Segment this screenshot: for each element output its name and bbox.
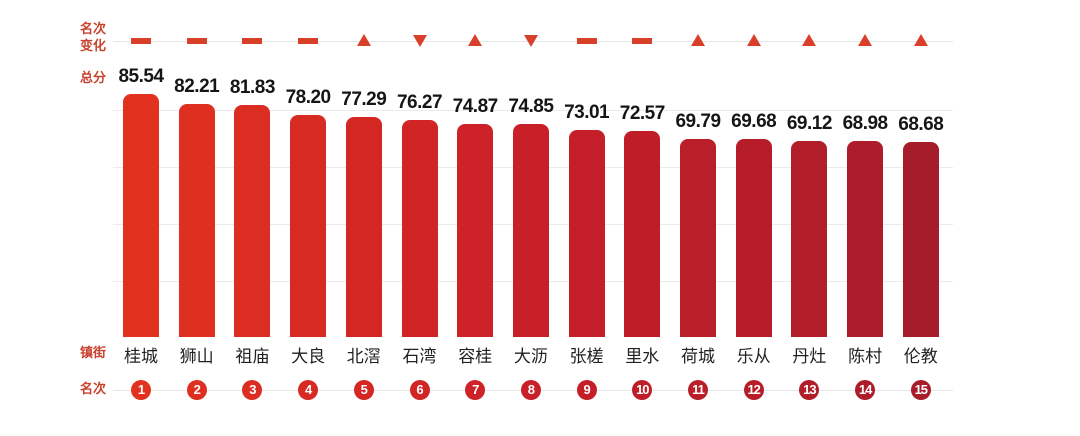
bar-value-label: 69.12 [786, 112, 833, 134]
town-name: 伦教 [903, 347, 938, 367]
bar [568, 129, 605, 337]
town-name: 北滘 [346, 347, 381, 367]
bar-value-label: 74.85 [508, 96, 554, 118]
rank-badge: 12 [743, 380, 764, 400]
bar [902, 141, 939, 337]
bar-value-label: 69.79 [675, 110, 721, 132]
town-name: 石湾 [402, 347, 437, 367]
bar-value-label: 82.21 [174, 75, 220, 97]
bar-value-label: 76.27 [396, 92, 443, 114]
rank-change-flat-icon [131, 34, 151, 48]
town-name: 乐从 [736, 347, 771, 367]
rank-label: 名次 [79, 382, 106, 397]
bar [345, 117, 382, 337]
rank-change-flat-icon [242, 34, 263, 48]
rank-change-up-icon [354, 34, 374, 48]
rank-badge: 2 [186, 380, 207, 400]
bar-value-label: 68.68 [898, 113, 944, 135]
bar [123, 94, 159, 337]
rank-badge: 13 [799, 380, 820, 400]
bar [735, 139, 772, 337]
rank-badge: 10 [632, 380, 653, 400]
rank-change-flat-icon [186, 34, 207, 48]
rank-badge: 15 [910, 380, 931, 400]
bar [624, 130, 661, 337]
bar [457, 124, 494, 337]
bar-value-label: 85.54 [118, 66, 164, 88]
rank-change-down-icon [521, 34, 541, 48]
rank-badge: 5 [353, 380, 374, 400]
rank-change-flat-icon [576, 34, 597, 48]
rank-change-label-line1: 名次 [79, 22, 106, 37]
bar [290, 114, 327, 337]
bar-value-label: 77.29 [341, 89, 387, 111]
bar [791, 140, 828, 337]
rank-badge: 11 [688, 380, 708, 400]
bar [847, 141, 884, 337]
total-score-label: 总分 [79, 71, 106, 86]
rank-change-label: 名次 变化 [78, 21, 108, 55]
town-name: 大良 [291, 347, 326, 367]
rank-badge: 9 [576, 380, 597, 400]
rank-badge: 4 [298, 380, 319, 400]
bar-value-label: 68.98 [842, 113, 889, 135]
bar [401, 120, 438, 337]
town-name: 荷城 [681, 347, 715, 367]
town-name: 桂城 [124, 347, 158, 367]
town-name: 丹灶 [792, 347, 827, 367]
gridline [113, 110, 953, 111]
rank-badge: 6 [409, 380, 430, 400]
bar [234, 104, 271, 337]
town-label: 镇街 [79, 346, 106, 361]
town-name: 狮山 [179, 347, 214, 367]
rank-change-down-icon [410, 34, 430, 48]
town-name: 里水 [625, 347, 660, 367]
rank-badge: 3 [242, 380, 263, 400]
bar-value-label: 72.57 [619, 102, 666, 124]
bar-value-label: 81.83 [229, 76, 276, 98]
rank-change-up-icon [855, 34, 875, 48]
town-name: 容桂 [458, 347, 493, 367]
bar-value-label: 78.20 [285, 86, 332, 108]
rank-change-flat-icon [298, 34, 319, 48]
town-name: 大沥 [513, 347, 548, 367]
rank-badge: 8 [520, 380, 541, 400]
rank-change-up-icon [465, 34, 485, 48]
bar-value-label: 69.68 [731, 111, 777, 133]
rank-badge: 14 [855, 380, 876, 400]
town-name: 张槎 [569, 347, 604, 367]
rank-badge: 7 [465, 380, 486, 400]
rank-change-up-icon [688, 34, 708, 48]
rank-change-up-icon [744, 34, 764, 48]
bar-value-label: 73.01 [564, 101, 610, 123]
rank-change-flat-icon [632, 34, 653, 48]
bar [178, 103, 215, 337]
bar-value-label: 74.87 [452, 96, 499, 118]
rank-change-up-icon [911, 34, 931, 48]
bar [512, 124, 549, 337]
rank-change-label-line2: 变化 [79, 39, 106, 54]
rank-badge: 1 [131, 380, 151, 400]
rank-change-up-icon [799, 34, 819, 48]
town-name: 祖庙 [235, 347, 270, 367]
bar [680, 138, 716, 337]
town-name: 陈村 [848, 347, 883, 367]
